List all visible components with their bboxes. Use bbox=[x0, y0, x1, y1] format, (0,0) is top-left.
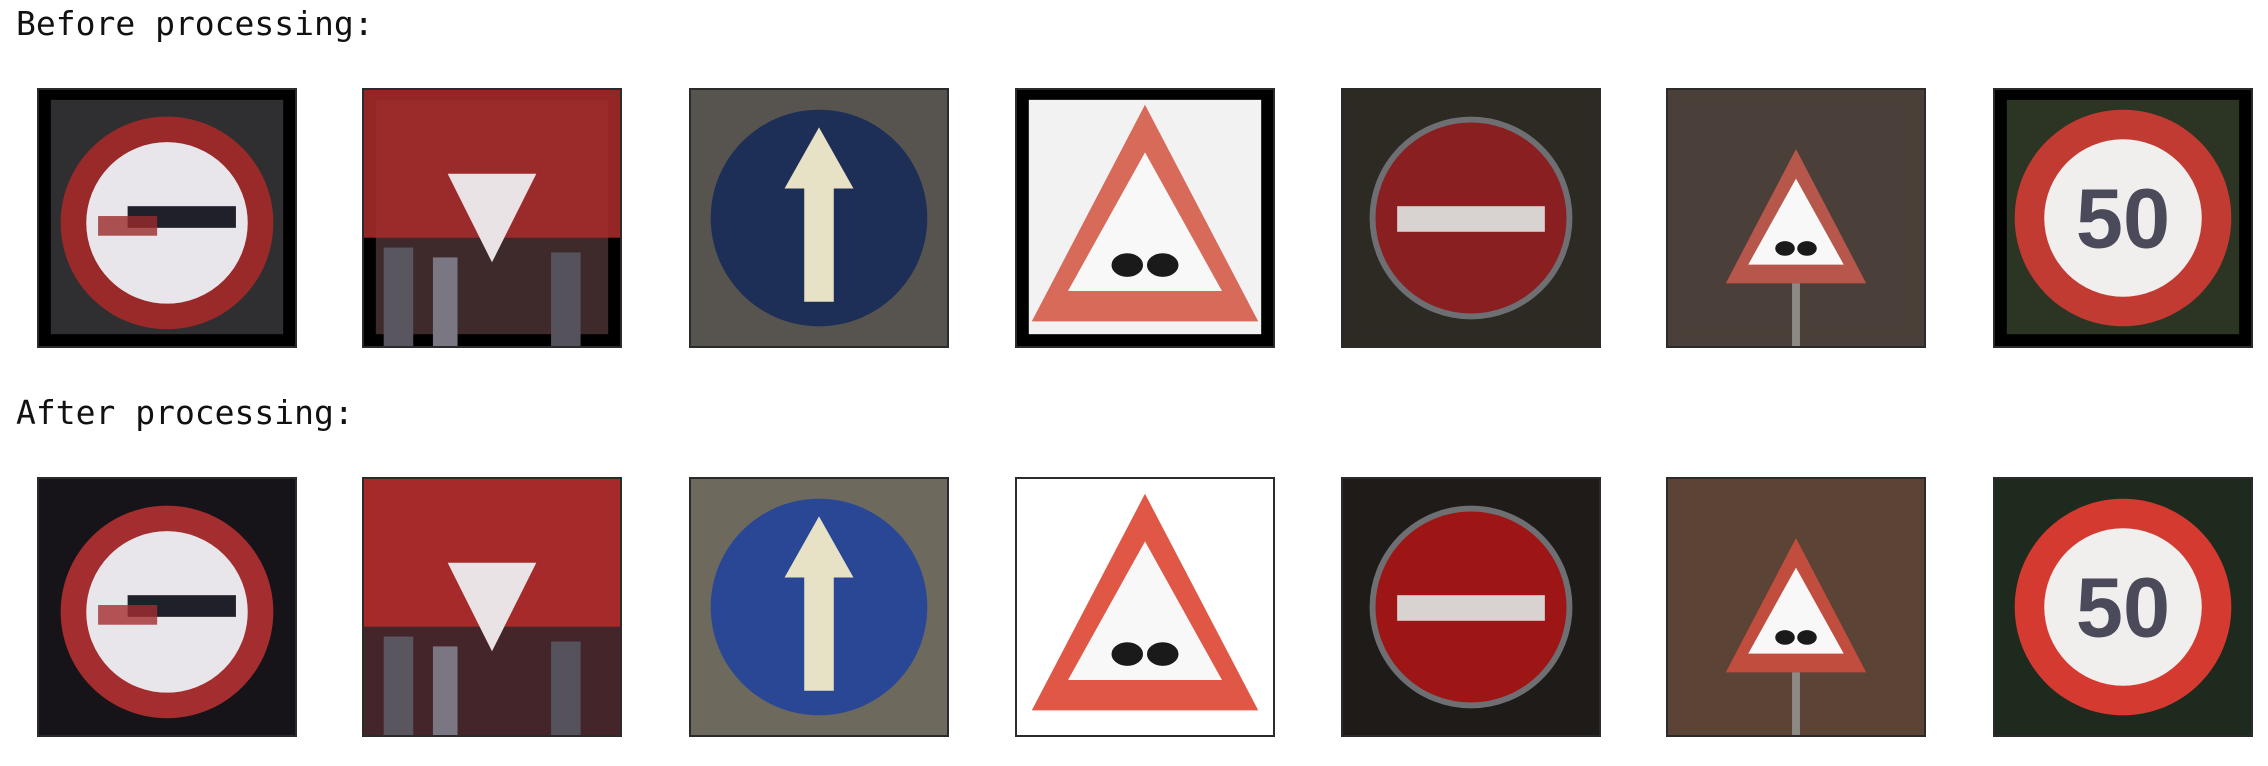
after-image-no-passing bbox=[37, 477, 297, 737]
before-image-no-entry bbox=[1341, 88, 1601, 348]
before-image-bumpy-road bbox=[1015, 88, 1275, 348]
before-image-no-passing bbox=[37, 88, 297, 348]
after-image-speed-limit-50: 50 bbox=[1993, 477, 2253, 737]
after-image-bumpy-road-small bbox=[1666, 477, 1926, 737]
after-processing-row: 50 bbox=[0, 477, 2268, 739]
svg-text:50: 50 bbox=[2076, 560, 2170, 655]
after-image-ahead-only bbox=[689, 477, 949, 737]
before-processing-label: Before processing: bbox=[16, 4, 374, 43]
after-processing-label: After processing: bbox=[16, 393, 354, 432]
before-image-yield bbox=[362, 88, 622, 348]
after-image-no-entry bbox=[1341, 477, 1601, 737]
before-image-speed-limit-50: 50 bbox=[1993, 88, 2253, 348]
after-image-yield bbox=[362, 477, 622, 737]
before-image-ahead-only bbox=[689, 88, 949, 348]
svg-text:50: 50 bbox=[2076, 171, 2170, 266]
before-image-bumpy-road-small bbox=[1666, 88, 1926, 348]
after-image-bumpy-road bbox=[1015, 477, 1275, 737]
before-processing-row: 50 bbox=[0, 88, 2268, 350]
